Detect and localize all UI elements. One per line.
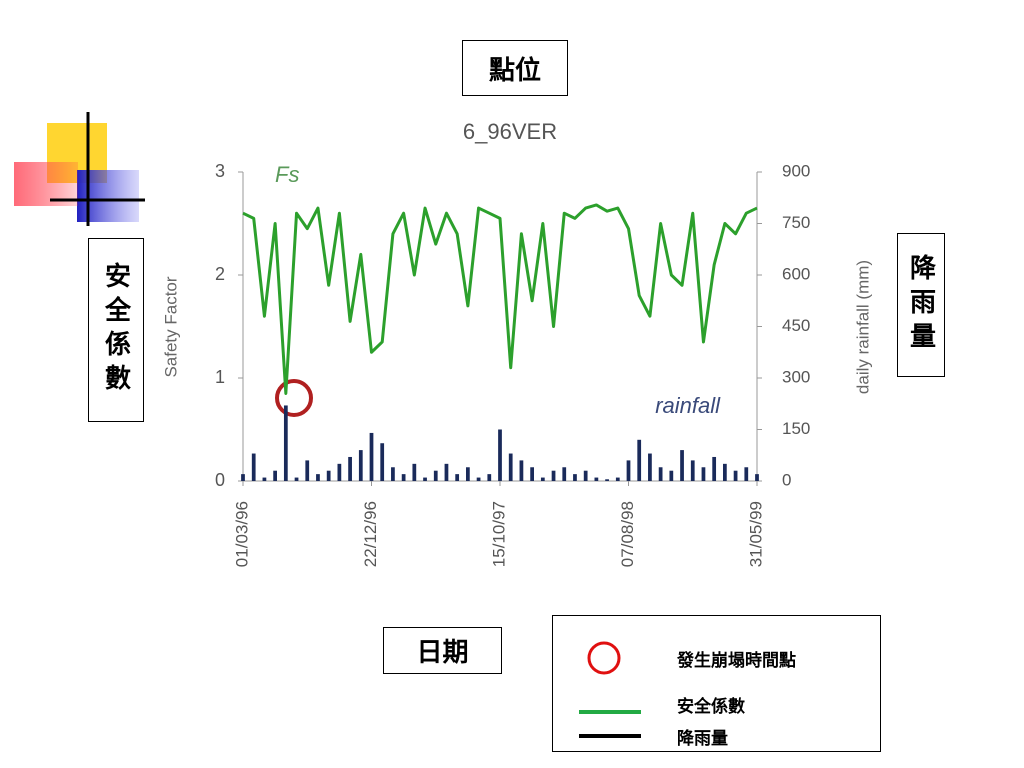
bar <box>444 463 449 481</box>
bar <box>680 450 684 481</box>
bar <box>637 439 642 481</box>
bar <box>305 460 310 481</box>
date-box: 日期 <box>383 627 502 674</box>
bar <box>605 479 609 481</box>
y2-tick-label: 0 <box>782 470 791 489</box>
bar <box>519 460 524 481</box>
legend-text: 安全係數 <box>677 697 745 717</box>
y-tick-label: 1 <box>215 367 225 387</box>
bar <box>755 474 759 481</box>
bar <box>358 450 363 481</box>
y2-tick-label: 900 <box>782 161 810 180</box>
y2-tick-label: 150 <box>782 419 810 438</box>
line <box>242 203 758 395</box>
bar <box>433 470 438 481</box>
bar <box>466 467 470 481</box>
y2-tick-label: 300 <box>782 367 810 386</box>
bar <box>540 477 545 481</box>
bar <box>423 477 427 481</box>
bar <box>562 467 567 481</box>
bar <box>348 456 352 481</box>
bar <box>669 470 674 481</box>
bar <box>412 463 417 481</box>
bar <box>701 467 706 481</box>
x-tick-label: 07/08/98 <box>618 501 637 567</box>
y2-axis-label: daily rainfall (mm) <box>853 260 872 394</box>
bar <box>594 477 599 481</box>
bar <box>615 477 620 481</box>
y-tick-label: 2 <box>215 264 225 284</box>
legend-icons <box>579 641 641 738</box>
bar <box>283 405 288 481</box>
legend-text: 降雨量 <box>677 729 728 749</box>
bar <box>733 470 738 481</box>
y2-tick-label: 450 <box>782 316 810 335</box>
bar <box>690 460 695 481</box>
bar <box>573 474 577 481</box>
bar <box>723 463 727 481</box>
bar <box>391 467 395 481</box>
series-label: Fs <box>275 162 299 187</box>
bar <box>551 470 556 481</box>
bar <box>658 467 663 481</box>
bar <box>508 453 513 481</box>
bar <box>530 467 534 481</box>
decoration <box>14 112 145 226</box>
bar <box>369 432 374 481</box>
rainfall-box: 降雨量 <box>897 233 945 377</box>
bar <box>316 474 320 481</box>
bar <box>262 477 267 481</box>
bar <box>744 467 749 481</box>
bar <box>337 463 342 481</box>
bar <box>712 456 717 481</box>
series-label: rainfall <box>655 393 721 418</box>
bar <box>498 429 502 481</box>
bar <box>241 474 245 481</box>
legend-text: 發生崩塌時間點 <box>677 651 796 671</box>
legend-circle <box>587 641 621 675</box>
legend-box: 發生崩塌時間點 安全係數 降雨量 <box>552 615 881 752</box>
collapse-marker <box>275 379 313 417</box>
bar <box>326 470 331 481</box>
x-tick-label: 22/12/96 <box>361 501 380 567</box>
bar <box>583 470 588 481</box>
bar <box>401 474 406 481</box>
location-box: 點位 <box>462 40 568 96</box>
chart-title: 6_96VER <box>463 119 557 144</box>
bar <box>626 460 631 481</box>
bar <box>476 477 481 481</box>
y-tick-label: 3 <box>215 161 225 181</box>
x-tick-label: 31/05/99 <box>746 501 765 567</box>
bar <box>251 453 256 481</box>
bar <box>487 474 492 481</box>
bar <box>455 474 460 481</box>
bar <box>380 443 385 481</box>
bar <box>648 453 652 481</box>
bar <box>294 477 299 481</box>
x-tick-label: 15/10/97 <box>489 501 508 567</box>
y2-tick-label: 750 <box>782 213 810 232</box>
y-axis-label: Safety Factor <box>161 276 180 377</box>
bar <box>273 470 277 481</box>
x-tick-label: 01/03/96 <box>232 501 251 567</box>
y2-tick-label: 600 <box>782 264 810 283</box>
y-tick-label: 0 <box>215 470 225 490</box>
safety-factor-box: 安全係數 <box>88 238 144 422</box>
